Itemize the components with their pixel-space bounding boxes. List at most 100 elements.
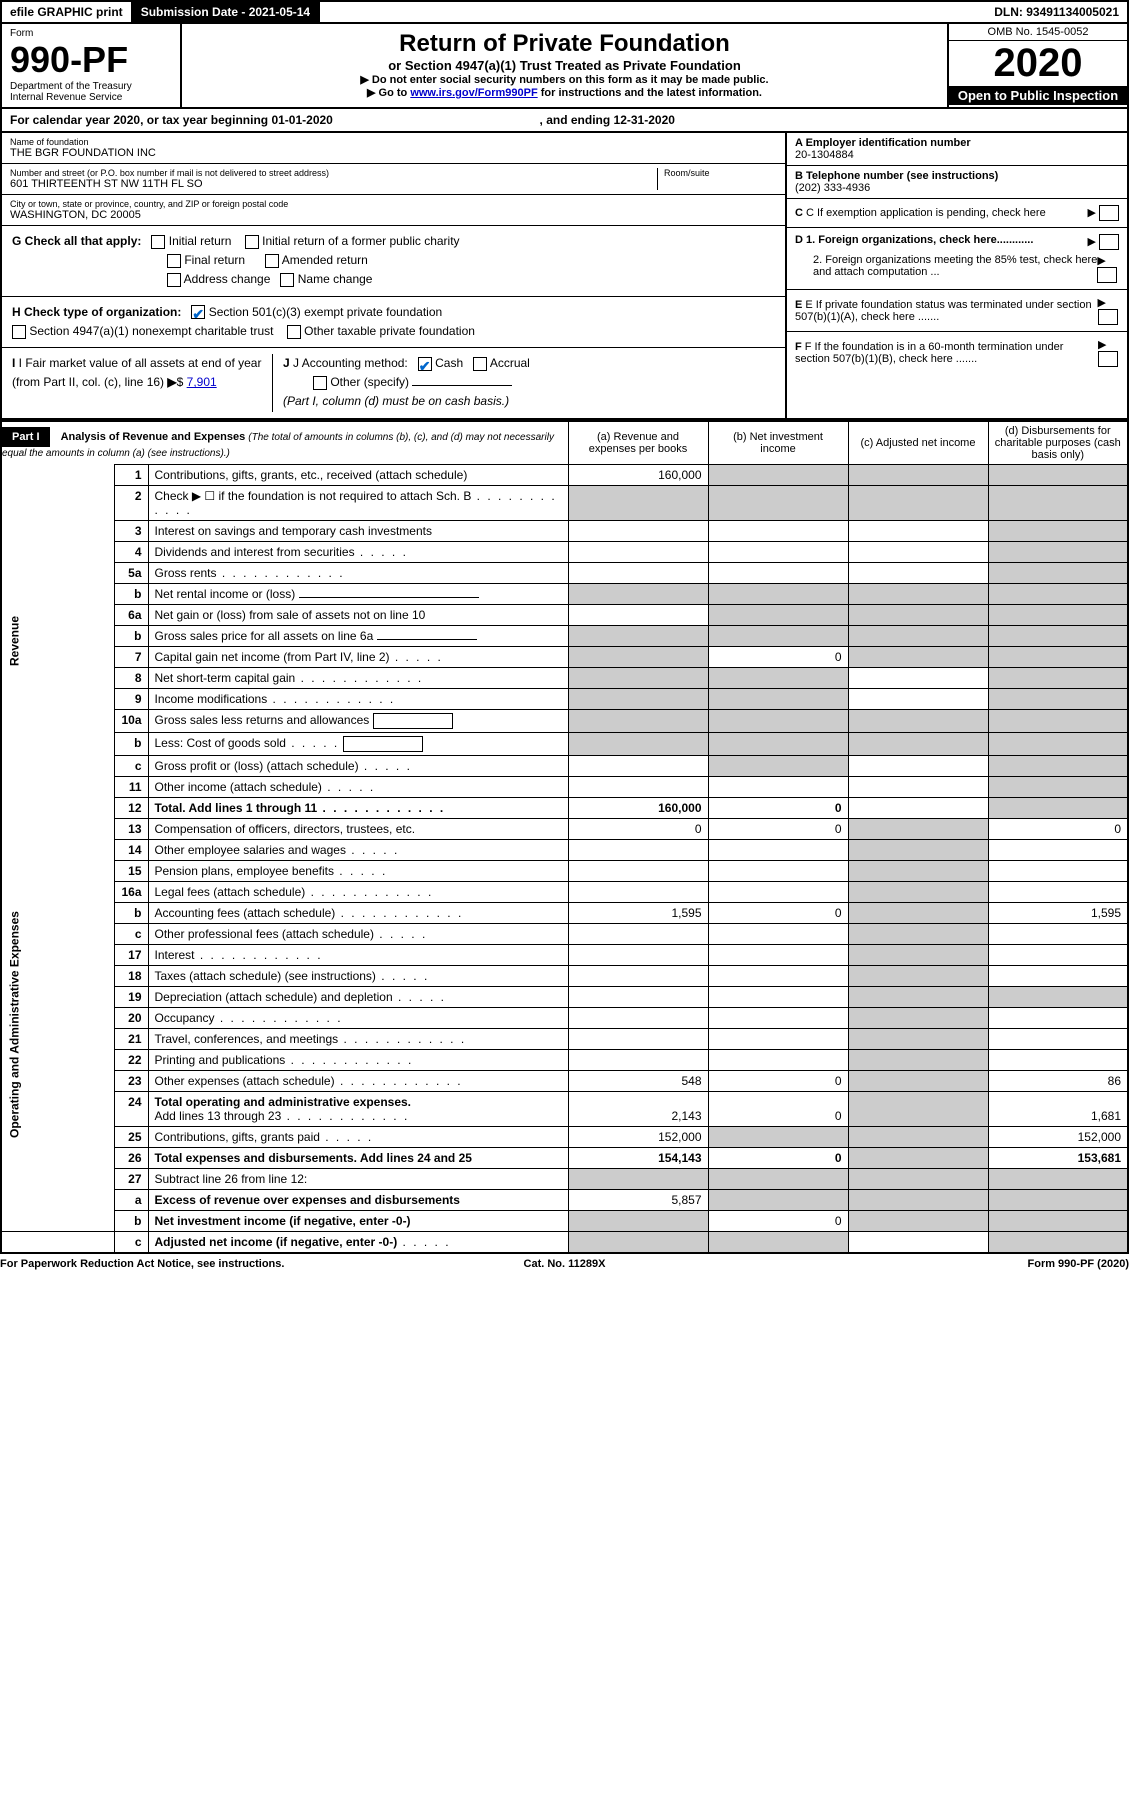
checkbox-c[interactable] [1099, 205, 1119, 221]
line-27c: Adjusted net income (if negative, enter … [155, 1235, 398, 1249]
checkbox-address-change[interactable] [167, 273, 181, 287]
fmv-link[interactable]: 7,901 [187, 375, 217, 389]
l1-a: 160,000 [568, 464, 708, 485]
f-label: F If the foundation is in a 60-month ter… [795, 341, 1063, 365]
checkbox-d2[interactable] [1097, 267, 1117, 283]
expenses-label: Operating and Administrative Expenses [1, 818, 115, 1231]
l27a-a: 5,857 [568, 1189, 708, 1210]
line-5b: Net rental income or (loss) [155, 587, 296, 601]
part1-label: Part I [2, 427, 50, 447]
top-bar: efile GRAPHIC print Submission Date - 20… [0, 0, 1129, 24]
form-number: 990-PF [10, 39, 172, 81]
foundation-name: THE BGR FOUNDATION INC [10, 147, 777, 159]
checkbox-other-method[interactable] [313, 376, 327, 390]
line-17: Interest [155, 948, 195, 962]
dln: DLN: 93491134005021 [986, 2, 1127, 22]
line-12: Total. Add lines 1 through 11 [155, 801, 318, 815]
line-3: Interest on savings and temporary cash i… [148, 520, 568, 541]
line-18: Taxes (attach schedule) (see instruction… [155, 969, 376, 983]
l24-a: 2,143 [568, 1091, 708, 1126]
room-label: Room/suite [664, 168, 777, 178]
col-a-header: (a) Revenue and expenses per books [568, 421, 708, 465]
line-4: Dividends and interest from securities [155, 545, 355, 559]
line-8: Net short-term capital gain [155, 671, 296, 685]
checkbox-name-change[interactable] [280, 273, 294, 287]
line-1: Contributions, gifts, grants, etc., rece… [148, 464, 568, 485]
checkbox-f[interactable] [1098, 351, 1118, 367]
entity-info: Name of foundation THE BGR FOUNDATION IN… [0, 133, 1129, 420]
l24-b: 0 [708, 1091, 848, 1126]
line-9: Income modifications [155, 692, 268, 706]
line-16b: Accounting fees (attach schedule) [155, 906, 336, 920]
omb-number: OMB No. 1545-0052 [949, 24, 1127, 41]
efile-label: efile GRAPHIC print [2, 2, 133, 22]
line-21: Travel, conferences, and meetings [155, 1032, 339, 1046]
line-22: Printing and publications [155, 1053, 286, 1067]
g-label: G Check all that apply: [12, 234, 141, 248]
line-6a: Net gain or (loss) from sale of assets n… [148, 604, 568, 625]
part1-title: Analysis of Revenue and Expenses [61, 431, 246, 443]
l23-b: 0 [708, 1070, 848, 1091]
line-25: Contributions, gifts, grants paid [155, 1130, 320, 1144]
l12-a: 160,000 [568, 797, 708, 818]
form-header: Form 990-PF Department of the Treasury I… [0, 24, 1129, 109]
line-2: Check ▶ ☐ if the foundation is not requi… [155, 489, 472, 503]
l24-d: 1,681 [988, 1091, 1128, 1126]
form-ref: Form 990-PF (2020) [753, 1258, 1129, 1270]
checkbox-final-return[interactable] [167, 254, 181, 268]
dept-treasury: Department of the Treasury [10, 81, 172, 92]
ein-value: 20-1304884 [795, 149, 1119, 161]
checkbox-accrual[interactable] [473, 357, 487, 371]
checkbox-501c3[interactable] [191, 305, 205, 319]
line-16c: Other professional fees (attach schedule… [155, 927, 374, 941]
col-b-header: (b) Net investment income [708, 421, 848, 465]
checkbox-cash[interactable] [418, 357, 432, 371]
cat-no: Cat. No. 11289X [376, 1258, 752, 1270]
a-ein-label: A Employer identification number [795, 137, 1119, 149]
line-13: Compensation of officers, directors, tru… [148, 818, 568, 839]
j-note: (Part I, column (d) must be on cash basi… [283, 394, 509, 408]
b-phone-label: B Telephone number (see instructions) [795, 170, 1119, 182]
l16b-a: 1,595 [568, 902, 708, 923]
line-10c: Gross profit or (loss) (attach schedule) [155, 759, 359, 773]
line-27a: Excess of revenue over expenses and disb… [148, 1189, 568, 1210]
open-inspection: Open to Public Inspection [949, 86, 1127, 105]
line-23: Other expenses (attach schedule) [155, 1074, 335, 1088]
checkbox-initial-former[interactable] [245, 235, 259, 249]
city-label: City or town, state or province, country… [10, 199, 777, 209]
checkbox-amended[interactable] [265, 254, 279, 268]
form-link[interactable]: www.irs.gov/Form990PF [410, 87, 537, 99]
paperwork-notice: For Paperwork Reduction Act Notice, see … [0, 1258, 376, 1270]
revenue-label: Revenue [1, 464, 115, 818]
line-15: Pension plans, employee benefits [155, 864, 334, 878]
col-c-header: (c) Adjusted net income [848, 421, 988, 465]
l16b-b: 0 [708, 902, 848, 923]
l26-a: 154,143 [568, 1147, 708, 1168]
l26-b: 0 [708, 1147, 848, 1168]
l7-b: 0 [708, 646, 848, 667]
line-16a: Legal fees (attach schedule) [155, 885, 306, 899]
l23-d: 86 [988, 1070, 1128, 1091]
l25-d: 152,000 [988, 1126, 1128, 1147]
line-10a: Gross sales less returns and allowances [155, 713, 370, 727]
note-ssn: ▶ Do not enter social security numbers o… [188, 73, 941, 86]
checkbox-initial-return[interactable] [151, 235, 165, 249]
line-11: Other income (attach schedule) [155, 780, 322, 794]
addr-label: Number and street (or P.O. box number if… [10, 168, 657, 178]
h-label: H Check type of organization: [12, 305, 181, 319]
d2-label: 2. Foreign organizations meeting the 85%… [795, 254, 1097, 283]
phone-value: (202) 333-4936 [795, 182, 1119, 194]
line-19: Depreciation (attach schedule) and deple… [155, 990, 393, 1004]
tax-year: 2020 [949, 41, 1127, 86]
i-label: I Fair market value of all assets at end… [12, 356, 261, 389]
line-20: Occupancy [155, 1011, 215, 1025]
checkbox-e[interactable] [1098, 309, 1118, 325]
part1-table: Part I Analysis of Revenue and Expenses … [0, 420, 1129, 1254]
line-6b: Gross sales price for all assets on line… [155, 629, 374, 643]
col-d-header: (d) Disbursements for charitable purpose… [988, 421, 1128, 465]
line-27b: Net investment income (if negative, ente… [155, 1214, 411, 1228]
checkbox-other-taxable[interactable] [287, 325, 301, 339]
checkbox-d1[interactable] [1099, 234, 1119, 250]
checkbox-4947a1[interactable] [12, 325, 26, 339]
line-24: Total operating and administrative expen… [155, 1095, 412, 1109]
